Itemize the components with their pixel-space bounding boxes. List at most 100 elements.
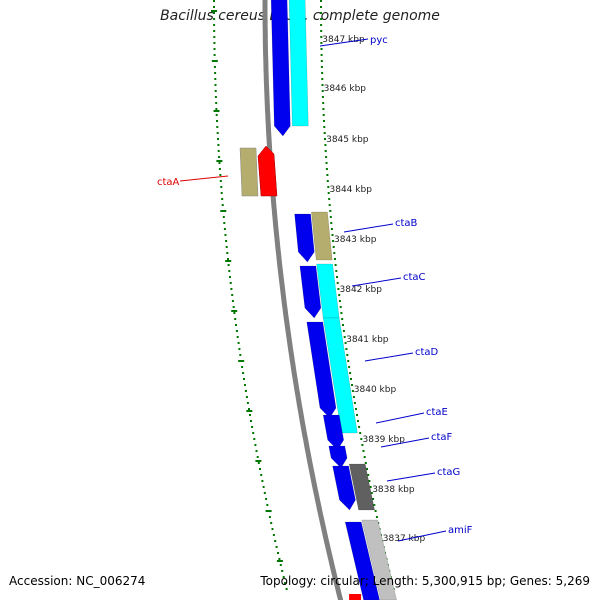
left-dot [213, 54, 216, 56]
right-dot [324, 144, 327, 146]
ctaD-reverse-cds [322, 317, 358, 434]
left-dot [229, 276, 231, 278]
left-dot [274, 540, 277, 542]
right-dot [320, 0, 322, 2]
amiF-gray-box [361, 519, 397, 600]
right-dot [345, 348, 348, 350]
right-dot [320, 42, 323, 44]
right-dot [375, 516, 378, 518]
left-dot [271, 528, 274, 530]
left-dot [230, 288, 233, 290]
left-dot [213, 18, 216, 20]
right-dot [326, 180, 329, 182]
right-dot [338, 300, 341, 302]
left-dot [223, 228, 226, 230]
tick-label: 3843 kbp [334, 235, 377, 245]
right-dot [320, 18, 323, 20]
left-dot [232, 306, 235, 308]
left-major-tick [213, 110, 220, 112]
left-dot [275, 546, 278, 548]
left-dot [215, 108, 218, 110]
left-dot [213, 6, 215, 8]
right-dot [359, 432, 362, 434]
right-dot [329, 210, 332, 212]
left-dot [284, 582, 287, 584]
left-dot [257, 462, 260, 464]
left-major-tick [276, 560, 283, 562]
left-dot [237, 342, 240, 344]
right-dot [322, 102, 325, 104]
ctaB-gene-label: ctaB [395, 218, 418, 229]
ctaG-gray-box [348, 463, 375, 511]
left-major-tick [220, 210, 227, 212]
right-dot [320, 54, 323, 56]
tick-label: 3842 kbp [340, 285, 383, 295]
left-dot [235, 330, 238, 332]
right-dot [334, 264, 337, 266]
right-dot [344, 342, 347, 344]
right-dot [336, 276, 338, 278]
left-dot [213, 36, 216, 38]
right-dot [349, 372, 352, 374]
right-dot [335, 270, 338, 272]
right-dot [369, 486, 372, 488]
left-dot [266, 504, 269, 506]
left-dot [219, 174, 222, 176]
ticks: 3847 kbp 3846 kbp 3845 kbp 3844 kbp 3843 kbp… [322, 35, 425, 544]
right-dot [321, 78, 324, 80]
tick-label: 3840 kbp [354, 385, 397, 395]
right-dot [348, 366, 351, 368]
left-dot [215, 102, 218, 104]
left-dot [217, 138, 219, 140]
right-dot [325, 168, 328, 170]
tick-label: 3847 kbp [322, 35, 365, 45]
gene-labels: pyc ctaA ctaB ctaC ctaD ctaE ctaF ctaG amiF [157, 35, 473, 542]
left-dot [252, 432, 255, 434]
left-dot [214, 84, 217, 86]
features [239, 0, 397, 600]
tick-label: 3838 kbp [372, 485, 415, 495]
left-dot [229, 282, 232, 284]
left-dot [272, 534, 275, 536]
right-dot [338, 294, 341, 296]
left-dot [231, 294, 234, 296]
left-dot [246, 402, 249, 404]
ctaA-neighbor-box [239, 147, 259, 197]
pyc-gene-label: pyc [370, 35, 388, 46]
backbone [262, 0, 344, 600]
left-dot [217, 144, 220, 146]
right-dot [321, 96, 324, 98]
right-dot [350, 378, 352, 380]
right-dot [327, 186, 330, 188]
amiF-gene-label: amiF [448, 525, 473, 536]
ctaB-tan-box [311, 211, 333, 261]
right-dot [331, 234, 334, 236]
right-dot [322, 114, 325, 116]
right-dot [340, 312, 343, 314]
left-dot [281, 570, 284, 572]
right-dot [320, 48, 323, 50]
right-dot [320, 24, 323, 26]
left-major-tick [246, 410, 253, 412]
right-dot [332, 246, 335, 248]
right-dot [330, 228, 333, 230]
right-dot [351, 384, 353, 386]
right-dot [342, 330, 345, 332]
right-dot [322, 108, 325, 110]
tick-label: 3839 kbp [363, 435, 406, 445]
right-dot [352, 396, 355, 398]
right-dot [321, 72, 324, 74]
left-dot [259, 468, 261, 470]
ctaC-gene-label: ctaC [403, 272, 426, 283]
right-dot [325, 162, 328, 164]
right-dot [324, 138, 326, 140]
pyc-leader-line [319, 38, 369, 47]
ctaA-gene-box [257, 145, 278, 197]
ctaD-gene-label: ctaD [415, 347, 439, 358]
left-major-tick [255, 460, 262, 462]
left-dot [244, 390, 247, 392]
left-dot [213, 66, 216, 68]
left-dot [213, 42, 216, 44]
left-major-tick [225, 260, 232, 262]
ctaF-gene-label: ctaF [431, 432, 453, 443]
